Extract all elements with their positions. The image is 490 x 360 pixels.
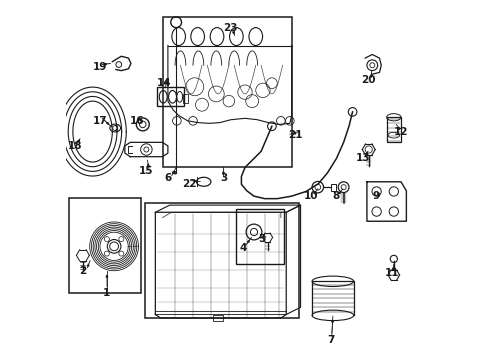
Text: 12: 12 — [394, 127, 408, 136]
Text: 20: 20 — [362, 75, 376, 85]
Text: 19: 19 — [93, 62, 107, 72]
Text: 16: 16 — [130, 116, 145, 126]
Text: 1: 1 — [103, 288, 111, 298]
Bar — [236, 209, 285, 264]
Text: 3: 3 — [220, 173, 227, 183]
Text: 22: 22 — [182, 179, 196, 189]
Text: 10: 10 — [304, 191, 319, 201]
Text: 4: 4 — [240, 243, 247, 253]
Bar — [331, 184, 336, 191]
Text: 9: 9 — [372, 191, 379, 201]
Bar — [183, 94, 188, 103]
Text: 6: 6 — [164, 173, 171, 183]
Text: 23: 23 — [223, 23, 238, 33]
Bar — [213, 315, 223, 320]
Text: 8: 8 — [333, 191, 340, 201]
Text: 18: 18 — [68, 141, 82, 151]
Text: 7: 7 — [327, 334, 335, 345]
Text: 2: 2 — [79, 266, 87, 276]
Text: 11: 11 — [385, 268, 399, 278]
Text: 13: 13 — [356, 153, 370, 163]
Text: 17: 17 — [93, 116, 107, 126]
Text: 14: 14 — [157, 78, 172, 88]
Text: 5: 5 — [259, 234, 266, 244]
Bar — [157, 87, 184, 107]
Bar — [387, 117, 401, 142]
Text: 15: 15 — [139, 166, 154, 176]
Text: 21: 21 — [288, 130, 302, 140]
Bar — [145, 203, 299, 318]
Bar — [69, 198, 141, 293]
Bar — [163, 17, 292, 167]
